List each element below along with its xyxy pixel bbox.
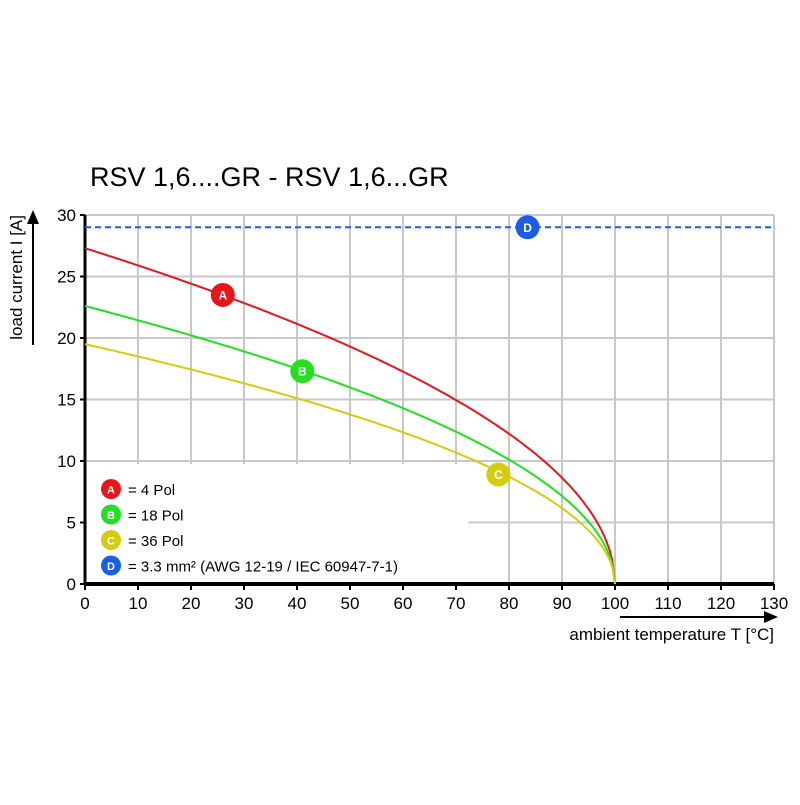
legend-marker-A [101,479,121,499]
x-tick-label: 60 [394,594,413,613]
x-tick-label: 70 [447,594,466,613]
series-marker-label-C: C [494,468,503,482]
y-tick-label: 5 [67,514,76,533]
series-marker-label-B: B [298,365,307,379]
series-line-A [84,247,616,585]
x-tick-label: 130 [760,594,788,613]
x-tick-label: 10 [129,594,148,613]
x-axis-label: ambient temperature T [°C] [569,625,774,644]
x-tick-label: 120 [707,594,735,613]
series-line-C [84,343,616,585]
x-tick-label: 40 [288,594,307,613]
y-tick-label: 15 [57,391,76,410]
legend-marker-D [101,555,121,576]
legend-label-D: = 3.3 mm² (AWG 12-19 / IEC 60947-7-1) [128,559,398,576]
series-marker-label-A: A [218,288,227,302]
y-tick-label: 0 [67,575,76,594]
y-axis-arrow-head [27,210,39,224]
legend-marker-label-D: D [107,561,115,573]
y-tick-label: 20 [57,329,76,348]
x-tick-label: 80 [500,594,519,613]
legend-label-C: = 36 Pol [128,533,183,550]
y-tick-label: 30 [57,206,76,225]
x-tick-label: 110 [654,594,681,613]
y-axis-label: load current I [A] [7,215,26,340]
x-tick-label: 20 [182,594,201,613]
x-tick-label: 30 [235,594,254,613]
x-tick-label: 50 [341,594,360,613]
legend-marker-label-C: C [107,536,115,548]
y-tick-label: 25 [57,268,76,287]
x-tick-label: 100 [601,594,629,613]
series-line-B [84,305,616,585]
legend-background [87,464,469,582]
series-marker-B [290,359,315,384]
series-marker-D [515,215,540,240]
x-axis-arrow-head [764,611,778,623]
x-tick-label: 90 [553,594,572,613]
legend-marker-C [101,530,121,550]
x-tick-label: 0 [80,594,89,613]
legend-marker-label-B: B [107,510,115,522]
series-marker-A [210,282,235,307]
legend-marker-label-A: A [107,485,115,497]
legend-label-A: = 4 Pol [128,482,175,499]
series-marker-C [486,462,511,487]
legend-label-B: = 18 Pol [128,508,183,525]
series-marker-label-D: D [523,221,532,235]
y-tick-label: 10 [57,452,76,471]
legend-marker-B [101,504,121,525]
chart-title: RSV 1,6....GR - RSV 1,6...GR [90,162,449,192]
